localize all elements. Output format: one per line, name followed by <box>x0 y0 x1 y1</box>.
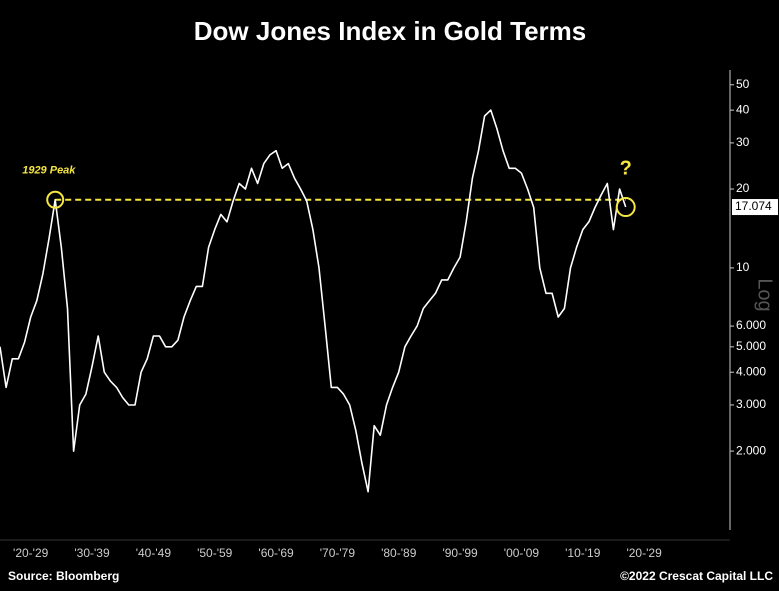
peak-circle <box>46 190 65 209</box>
data-line <box>0 109 627 493</box>
y-tick-label: 30 <box>736 135 750 149</box>
x-tick-label: '70-'79 <box>320 546 356 560</box>
source: Source: Bloomberg <box>8 569 119 583</box>
peak-annotation: 1929 Peak <box>22 165 76 177</box>
x-tick-label: '30-'39 <box>74 546 110 560</box>
x-tick-label: '40-'49 <box>136 546 172 560</box>
last-value-box <box>732 199 778 216</box>
y-tick-label: 20 <box>736 181 750 195</box>
y-tick-label: 4.000 <box>736 364 766 378</box>
x-tick-label: '20-'29 <box>13 546 49 560</box>
question-annotation: ? <box>620 157 632 179</box>
y-tick-label: 40 <box>736 102 750 116</box>
x-tick-label: '90-'99 <box>442 546 478 560</box>
y-tick-label: 6.000 <box>736 318 766 332</box>
x-tick-label: '10-'19 <box>565 546 601 560</box>
y-axis-label: Log <box>754 278 776 311</box>
y-tick-label: 50 <box>736 77 750 91</box>
credit: ©2022 Crescat Capital LLC <box>620 569 773 583</box>
last-value-label: 17.074 <box>735 199 772 213</box>
x-tick-label: '50-'59 <box>197 546 233 560</box>
y-tick-label: 3.000 <box>736 397 766 411</box>
chart-title: Dow Jones Index in Gold Terms <box>194 16 586 46</box>
y-tick-label: 5.000 <box>736 339 766 353</box>
x-tick-label: '60-'69 <box>258 546 294 560</box>
y-tick-label: 2.000 <box>736 443 766 457</box>
current-circle <box>615 197 636 218</box>
x-tick-label: '20-'29 <box>626 546 662 560</box>
x-tick-label: '80-'89 <box>381 546 417 560</box>
x-tick-label: '00-'09 <box>504 546 540 560</box>
y-tick-label: 10 <box>736 260 750 274</box>
